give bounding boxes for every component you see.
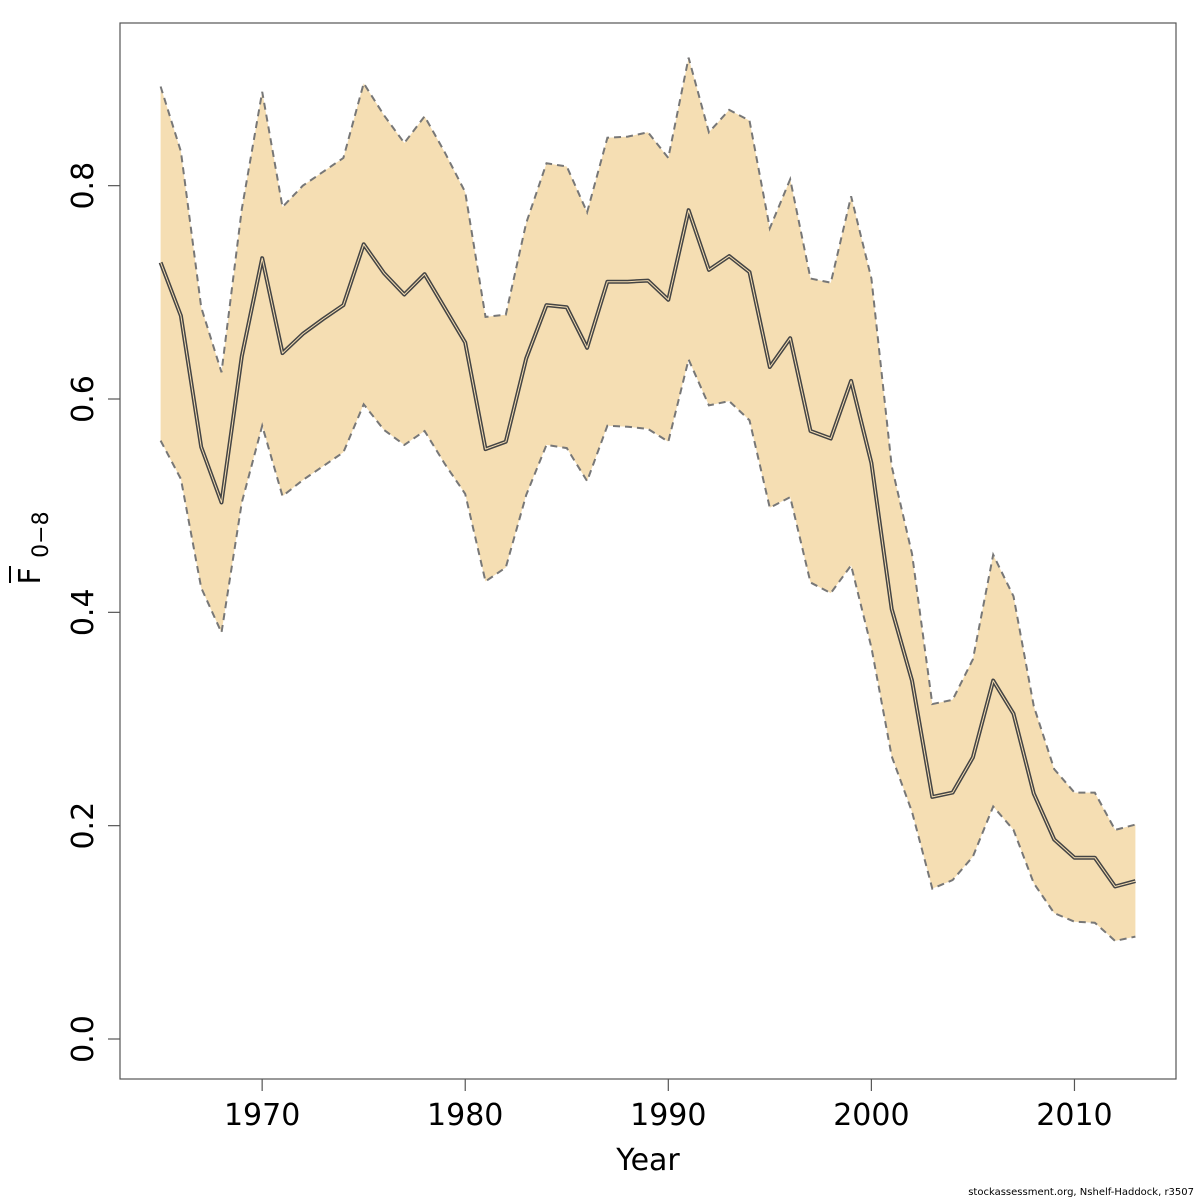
- y-axis-title: F 0−8: [9, 511, 54, 585]
- confidence-band: [160, 57, 1136, 941]
- x-tick-label: 2000: [833, 1098, 909, 1133]
- x-tick-label: 2010: [1036, 1098, 1112, 1133]
- y-tick-label: 0.4: [66, 588, 101, 636]
- y-tick-label: 0.0: [66, 1015, 101, 1063]
- plot-frame: [119, 22, 1177, 1080]
- y-tick-label: 0.8: [66, 162, 101, 210]
- y-tick-label: 0.6: [66, 375, 101, 423]
- plot-area: [158, 57, 1136, 942]
- y-axis-title-main: F: [13, 567, 48, 584]
- axes: 1970 1980 1990 2000 2010 0.0 0.2 0.4 0.6 0.8: [66, 162, 1113, 1133]
- y-axis-title-subscript: 0−8: [29, 511, 54, 557]
- x-tick-label: 1990: [630, 1098, 706, 1133]
- svg-text:F 0−8: F 0−8: [13, 511, 54, 584]
- x-tick-label: 1980: [427, 1098, 503, 1133]
- estimate-line-inner: [160, 209, 1136, 887]
- footer-note: stockassessment.org, Nshelf-Haddock, r35…: [968, 1187, 1194, 1198]
- x-tick-label: 1970: [224, 1098, 300, 1133]
- x-axis-title: Year: [615, 1143, 680, 1178]
- upper-bound-line: [159, 57, 1136, 832]
- y-tick-label: 0.2: [66, 802, 101, 850]
